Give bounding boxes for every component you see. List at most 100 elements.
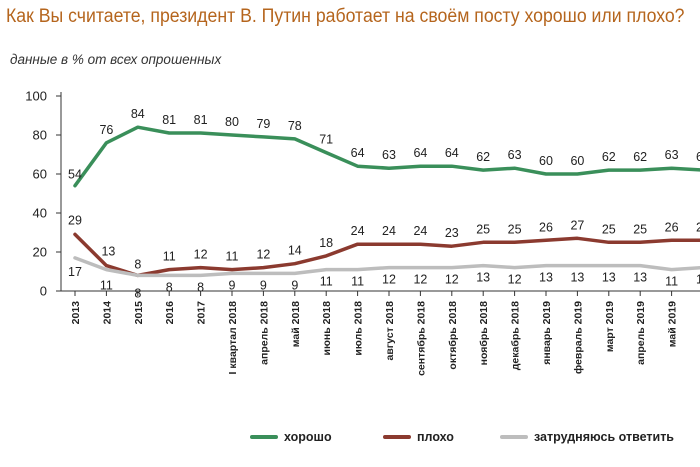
x-tick-label-август-2018: август 2018 bbox=[384, 301, 396, 361]
series-line-хорошо bbox=[73, 125, 700, 188]
legend-label-bad: плохо bbox=[417, 430, 454, 444]
data-label-плохо-15: 26 bbox=[539, 220, 553, 234]
data-label-плохо-4: 12 bbox=[194, 248, 208, 262]
data-label-плохо-8: 18 bbox=[319, 236, 333, 250]
x-tick-label-апрель-2018: апрель 2018 bbox=[258, 301, 270, 365]
data-label-хорошо-10: 63 bbox=[382, 148, 396, 162]
legend-item-undecided: затрудняюсь ответить bbox=[500, 430, 674, 444]
data-label-хорошо-18: 62 bbox=[633, 150, 647, 164]
data-label-плохо-18: 25 bbox=[633, 222, 647, 236]
x-tick-label-2015: 2015 bbox=[133, 301, 145, 325]
data-label-плохо-14: 25 bbox=[508, 222, 522, 236]
legend-label-undecided: затрудняюсь ответить bbox=[534, 430, 674, 444]
data-label-затрудняюсь-ответить-15: 13 bbox=[539, 271, 553, 285]
x-tick-label-ноябрь-2018: ноябрь 2018 bbox=[478, 301, 490, 366]
legend-swatch-good bbox=[250, 435, 278, 439]
data-label-плохо-10: 24 bbox=[382, 224, 396, 238]
legend-label-good: хорошо bbox=[284, 430, 332, 444]
x-tick-label-сентябрь-2018: сентябрь 2018 bbox=[415, 301, 427, 376]
line-chart: 0 20 40 60 80 100 2013 2014 2015 2016 2017 I кварта… bbox=[25, 89, 700, 376]
x-tick-label-июнь-2019: июнь 2019 bbox=[698, 301, 700, 356]
data-label-затрудняюсь-ответить-3: 8 bbox=[166, 280, 173, 294]
data-label-затрудняюсь-ответить-8: 11 bbox=[320, 275, 333, 289]
y-tick-label-60: 60 bbox=[33, 167, 47, 182]
data-label-затрудняюсь-ответить-7: 9 bbox=[291, 278, 298, 292]
x-tick-label-июль-2018: июль 2018 bbox=[353, 301, 365, 356]
data-label-затрудняюсь-ответить-6: 9 bbox=[260, 278, 267, 292]
data-label-плохо-19: 26 bbox=[665, 220, 679, 234]
y-tick-label-80: 80 bbox=[33, 128, 47, 143]
data-label-хорошо-13: 62 bbox=[476, 150, 490, 164]
x-tick-label-2013: 2013 bbox=[70, 301, 82, 325]
y-tick-label-20: 20 bbox=[33, 245, 47, 260]
x-tick-label-октябрь-2018: октябрь 2018 bbox=[447, 301, 459, 370]
data-label-затрудняюсь-ответить-12: 12 bbox=[445, 273, 459, 287]
data-label-плохо-13: 25 bbox=[476, 222, 490, 236]
data-label-хорошо-16: 60 bbox=[570, 154, 584, 168]
data-label-хорошо-14: 63 bbox=[508, 148, 522, 162]
data-label-плохо-1: 13 bbox=[101, 245, 115, 259]
data-label-затрудняюсь-ответить-1: 11 bbox=[100, 279, 113, 293]
data-label-затрудняюсь-ответить-5: 9 bbox=[229, 278, 236, 292]
data-label-хорошо-9: 64 bbox=[351, 146, 365, 160]
data-label-хорошо-8: 71 bbox=[319, 133, 333, 147]
data-label-хорошо-4: 81 bbox=[194, 113, 208, 127]
data-label-плохо-17: 25 bbox=[602, 222, 616, 236]
data-label-плохо-20: 26 bbox=[696, 220, 700, 234]
x-tick-label-2014: 2014 bbox=[101, 301, 113, 325]
data-label-затрудняюсь-ответить-16: 13 bbox=[570, 271, 584, 285]
data-label-хорошо-19: 63 bbox=[665, 148, 679, 162]
x-tick-label-февраль-2019: февраль 2019 bbox=[572, 301, 584, 374]
y-tick-label-100: 100 bbox=[25, 89, 47, 104]
data-label-хорошо-3: 81 bbox=[162, 113, 176, 127]
x-tick-label-май-2018: май 2018 bbox=[290, 301, 302, 347]
data-label-плохо-7: 14 bbox=[288, 244, 302, 258]
legend-swatch-undecided bbox=[500, 435, 528, 439]
y-tick-label-40: 40 bbox=[33, 206, 47, 221]
legend-item-bad: плохо bbox=[383, 430, 454, 444]
chart-subtitle: данные в % от всех опрошенных bbox=[10, 52, 222, 67]
data-label-затрудняюсь-ответить-11: 12 bbox=[413, 273, 427, 287]
data-label-плохо-0: 29 bbox=[68, 213, 82, 227]
data-label-хорошо-12: 64 bbox=[445, 146, 459, 160]
data-label-плохо-3: 11 bbox=[163, 250, 176, 264]
x-tick-label-март-2019: март 2019 bbox=[604, 301, 616, 352]
data-label-хорошо-11: 64 bbox=[413, 146, 427, 160]
legend-item-good: хорошо bbox=[250, 430, 332, 444]
x-tick-label-i-квартал-2018: I квартал 2018 bbox=[227, 301, 239, 375]
x-tick-label-июнь-2018: июнь 2018 bbox=[321, 301, 333, 356]
data-label-затрудняюсь-ответить-2: 8 bbox=[134, 286, 141, 300]
x-tick-label-май-2019: май 2019 bbox=[667, 301, 679, 347]
data-label-затрудняюсь-ответить-17: 13 bbox=[602, 271, 616, 285]
data-label-хорошо-2: 84 bbox=[131, 107, 145, 121]
data-label-плохо-12: 23 bbox=[445, 226, 459, 240]
data-label-затрудняюсь-ответить-4: 8 bbox=[197, 280, 204, 294]
data-label-плохо-16: 27 bbox=[570, 218, 584, 232]
data-label-хорошо-0: 54 bbox=[68, 168, 82, 182]
data-label-плохо-11: 24 bbox=[413, 224, 427, 238]
data-label-затрудняюсь-ответить-19: 11 bbox=[665, 275, 678, 289]
x-tick-label-2016: 2016 bbox=[164, 301, 176, 325]
data-label-хорошо-15: 60 bbox=[539, 154, 553, 168]
data-label-плохо-5: 11 bbox=[226, 250, 239, 264]
chart-title: Как Вы считаете, президент В. Путин рабо… bbox=[6, 6, 685, 27]
data-label-затрудняюсь-ответить-9: 11 bbox=[351, 275, 364, 289]
data-label-затрудняюсь-ответить-14: 12 bbox=[508, 273, 522, 287]
series-line-плохо bbox=[73, 232, 700, 278]
data-label-затрудняюсь-ответить-0: 17 bbox=[68, 265, 82, 279]
x-tick-label-декабрь-2018: декабрь 2018 bbox=[510, 301, 522, 370]
data-label-затрудняюсь-ответить-18: 13 bbox=[633, 271, 647, 285]
x-tick-label-2017: 2017 bbox=[196, 301, 208, 325]
data-label-хорошо-20: 62 bbox=[696, 150, 700, 164]
data-label-хорошо-1: 76 bbox=[99, 123, 113, 137]
data-label-хорошо-6: 79 bbox=[256, 117, 270, 131]
data-label-затрудняюсь-ответить-13: 13 bbox=[476, 271, 490, 285]
data-label-плохо-6: 12 bbox=[256, 248, 270, 262]
y-tick-label-0: 0 bbox=[40, 284, 47, 299]
x-tick-label-январь-2019: январь 2019 bbox=[541, 301, 553, 365]
data-label-плохо-2: 8 bbox=[134, 257, 141, 271]
data-label-плохо-9: 24 bbox=[351, 224, 365, 238]
data-label-затрудняюсь-ответить-20: 12 bbox=[696, 273, 700, 287]
data-label-хорошо-5: 80 bbox=[225, 115, 239, 129]
x-tick-label-апрель-2019: апрель 2019 bbox=[635, 301, 647, 365]
